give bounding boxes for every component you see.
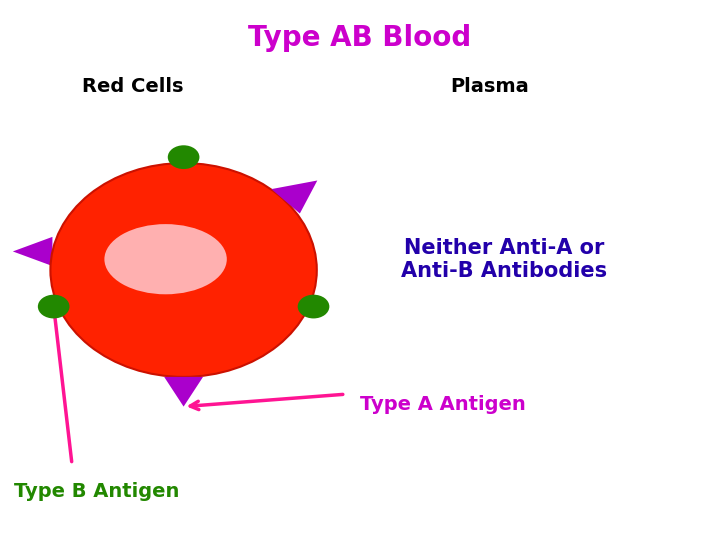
Text: Plasma: Plasma [450, 77, 529, 96]
Text: Type B Antigen: Type B Antigen [14, 482, 180, 501]
Polygon shape [13, 237, 53, 266]
Circle shape [38, 295, 70, 319]
Polygon shape [164, 377, 203, 407]
Circle shape [297, 295, 329, 319]
Text: Type AB Blood: Type AB Blood [248, 24, 472, 52]
Text: Neither Anti-A or
Anti-B Antibodies: Neither Anti-A or Anti-B Antibodies [401, 238, 607, 281]
Ellipse shape [104, 224, 227, 294]
Text: Type A Antigen: Type A Antigen [360, 395, 526, 415]
Circle shape [168, 145, 199, 169]
Polygon shape [271, 180, 318, 213]
Ellipse shape [50, 163, 317, 377]
Text: Red Cells: Red Cells [83, 77, 184, 96]
